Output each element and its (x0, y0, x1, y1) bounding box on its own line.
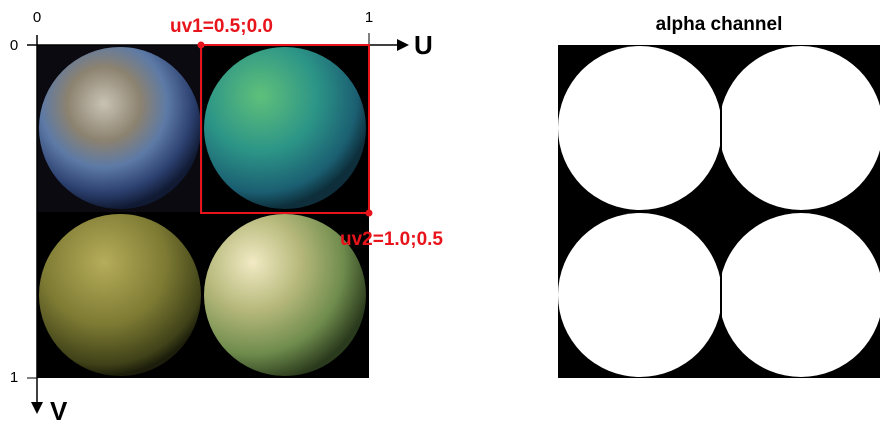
u-axis-label: U (414, 30, 433, 60)
uv1-label: uv1=0.5;0.0 (170, 16, 273, 37)
teal-sphere (204, 47, 366, 209)
alpha-title: alpha channel (656, 14, 783, 35)
u-arrow (397, 39, 409, 51)
alpha-circle (719, 213, 880, 377)
olive-sphere (39, 214, 201, 376)
v-end-label: 1 (10, 369, 18, 386)
v-start-label: 0 (10, 37, 18, 54)
uv-diagram: 0 1 0 1 U V uv1=0.5;0.0 uv2=1.0;0.5 alph… (0, 0, 880, 426)
uv2-point (366, 210, 373, 217)
u-start-label: 0 (33, 9, 41, 26)
v-axis-label: V (50, 396, 68, 426)
alpha-circle (719, 46, 880, 210)
uv2-label: uv2=1.0;0.5 (340, 229, 443, 250)
v-arrow (31, 402, 43, 414)
earth-sphere (39, 47, 201, 209)
u-end-label: 1 (365, 9, 373, 26)
alpha-circle (558, 46, 722, 210)
uv1-point (198, 42, 205, 49)
alpha-circle (558, 213, 722, 377)
